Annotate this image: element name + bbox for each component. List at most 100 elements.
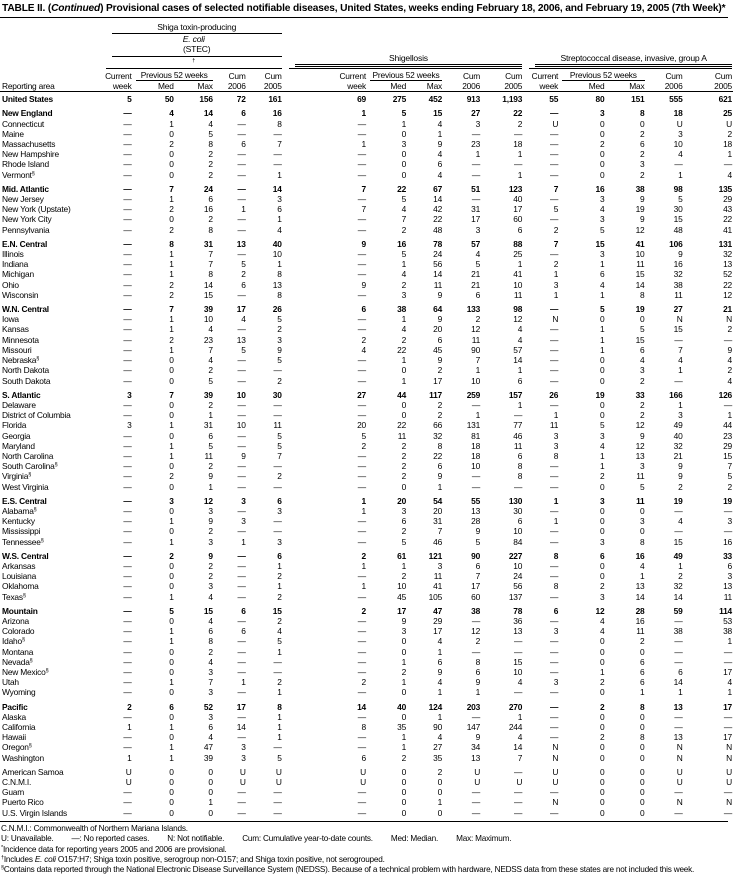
table-cell: 2 — [169, 471, 174, 482]
table-row: Idaho§ — 1 8 — 5 — 0 4 2 — — 0 2 — 1 — [0, 636, 733, 646]
table-cell: 14 — [673, 677, 683, 688]
table-cell: 0 — [169, 481, 174, 492]
table-cell: 2 — [361, 677, 367, 688]
table-cell: 5 — [553, 204, 559, 215]
table-cell: 17 — [236, 701, 246, 712]
reporting-area: New York City — [2, 214, 52, 225]
table-cell: 40 — [272, 238, 282, 249]
table-cell: 1 — [127, 752, 132, 763]
table-cell: 3 — [553, 677, 559, 688]
table-cell: 9 — [437, 314, 443, 325]
table-cell: 12 — [203, 495, 213, 506]
table-cell: 3 — [599, 108, 605, 119]
table-cell: 14 — [433, 194, 443, 205]
table-title: TABLE II. (Continued) Provisional cases … — [2, 3, 726, 14]
table-cell: 15 — [595, 238, 605, 249]
table-cell: 2 — [437, 365, 443, 376]
table-cell: — — [357, 591, 366, 602]
table-cell: — — [123, 304, 132, 315]
table-cell: — — [357, 314, 366, 325]
table-row: Delaware — 0 2 — — — 0 2 — 1 — 0 2 1 — — [0, 400, 733, 410]
table-row: Wyoming — 0 3 — 1 — 0 1 1 — — 0 1 1 1 — [0, 687, 733, 697]
table-cell: 9 — [727, 344, 733, 355]
table-cell: 1 — [169, 324, 174, 335]
reporting-area: E.S. Central — [2, 495, 47, 506]
table-cell: 0 — [401, 777, 407, 788]
table-cell: 64 — [433, 304, 443, 315]
table-cell: — — [123, 560, 132, 571]
table-cell: 1 — [277, 687, 282, 698]
table-cell: 4 — [208, 656, 213, 667]
table-cell: — — [237, 560, 246, 571]
table-cell: U — [726, 118, 732, 129]
table-cell: 3 — [678, 128, 683, 139]
table-cell: 31 — [203, 238, 213, 249]
table-cell: 0 — [599, 505, 605, 516]
table-row: C.N.M.I. U 0 0 U U U 0 0 U U U 0 0 U U — [0, 777, 733, 787]
table-cell: 6 — [517, 516, 523, 527]
table-cell: 1 — [517, 169, 523, 180]
table-cell: 0 — [169, 766, 174, 777]
table-cell: 1 — [727, 410, 733, 421]
table-cell: — — [550, 526, 559, 537]
table-cell: — — [357, 375, 366, 386]
table-cell: 0 — [599, 711, 605, 722]
table-cell: — — [237, 481, 246, 492]
table-cell: 6 — [277, 495, 282, 506]
table-cell: 10 — [673, 139, 683, 150]
table-cell: 2 — [401, 450, 407, 461]
legend-item: N: Not notifiable. — [167, 834, 225, 844]
reporting-area: Virginia§ — [2, 471, 32, 482]
table-row: Oklahoma — 0 3 — 1 1 10 41 17 56 8 2 13 32 13 — [0, 581, 733, 591]
table-cell: 2 — [361, 440, 367, 451]
table-cell: 1 — [277, 560, 282, 571]
table-cell: — — [237, 581, 246, 592]
table-cell: 2 — [169, 279, 174, 290]
table-cell: 0 — [169, 560, 174, 571]
table-cell: 0 — [169, 505, 174, 516]
table-cell: — — [550, 344, 559, 355]
table-cell: — — [723, 807, 732, 818]
table-cell: — — [237, 183, 246, 194]
table-cell: 5 — [241, 344, 246, 355]
table-cell: 35 — [433, 752, 443, 763]
table-cell: 0 — [169, 797, 174, 808]
table-cell: — — [123, 334, 132, 345]
table-cell: 12 — [471, 626, 481, 637]
table-cell: 9 — [640, 430, 645, 441]
table-cell: 5 — [277, 440, 282, 451]
table-cell: — — [123, 550, 132, 561]
table-cell: 1 — [169, 742, 174, 753]
table-cell: 23 — [203, 334, 213, 345]
abbreviation-legend: U: Unavailable. —: No reported cases. N: N… — [1, 834, 731, 844]
table-cell: 131 — [466, 420, 481, 431]
table-cell: 6 — [599, 269, 605, 280]
table-cell: 1 — [475, 687, 481, 698]
table-cell: — — [123, 536, 132, 547]
table-cell: 1 — [678, 365, 683, 376]
table-row: Arkansas — 0 2 — 1 1 1 3 6 10 — 0 4 1 6 — [0, 561, 733, 571]
table-cell: — — [123, 807, 132, 818]
table-cell: 11 — [636, 495, 645, 506]
table-cell: 15 — [635, 334, 645, 345]
table-cell: 15 — [513, 656, 523, 667]
table-cell: 135 — [718, 183, 733, 194]
reporting-area: Illinois — [2, 249, 24, 260]
table-cell: 8 — [640, 701, 645, 712]
table-cell: — — [723, 505, 732, 516]
table-cell: — — [550, 505, 559, 516]
col-med: Med — [132, 81, 175, 93]
table-cell: 49 — [673, 550, 683, 561]
table-cell: 19 — [723, 495, 732, 506]
table-cell: 6 — [640, 139, 645, 150]
table-cell: 5 — [127, 94, 132, 105]
table-cell: — — [550, 169, 559, 180]
table-cell: — — [273, 526, 282, 537]
table-cell: — — [123, 677, 132, 688]
table-cell: 2 — [208, 571, 213, 582]
table-cell: — — [123, 204, 132, 215]
table-cell: 1 — [169, 259, 174, 270]
table-row: New York City — 0 2 — 1 — 7 22 17 60 — 3 9 15 22 — [0, 214, 733, 224]
table-row: Illinois — 1 7 — 10 — 5 24 4 25 — 3 10 9 32 — [0, 249, 733, 259]
col-week: week — [282, 81, 367, 93]
